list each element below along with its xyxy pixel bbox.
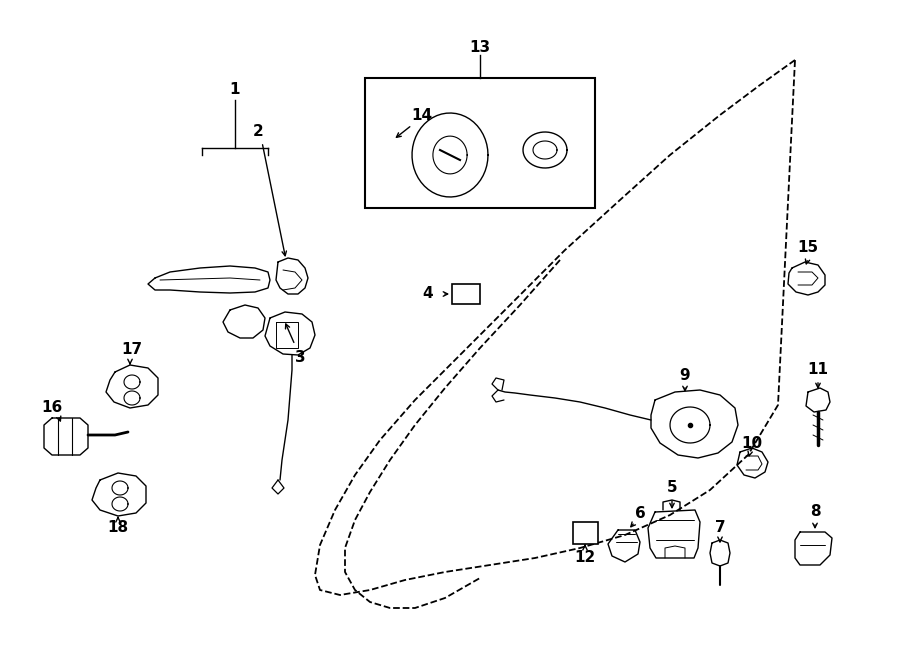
Text: 11: 11 <box>807 362 829 377</box>
Bar <box>365 78 595 208</box>
Text: 1: 1 <box>230 83 240 98</box>
Text: 12: 12 <box>574 551 596 566</box>
Text: 16: 16 <box>41 399 63 414</box>
Text: 7: 7 <box>715 520 725 535</box>
Text: 8: 8 <box>810 504 820 520</box>
Text: 14: 14 <box>411 108 433 122</box>
Text: 3: 3 <box>294 350 305 366</box>
Bar <box>573 522 598 544</box>
Text: 17: 17 <box>122 342 142 358</box>
Text: 9: 9 <box>680 368 690 383</box>
Text: 15: 15 <box>797 241 819 256</box>
Text: 5: 5 <box>667 481 678 496</box>
Text: 18: 18 <box>107 520 129 535</box>
Text: 2: 2 <box>253 124 264 139</box>
Bar <box>452 284 480 304</box>
Text: 4: 4 <box>423 286 433 301</box>
Text: 13: 13 <box>470 40 490 54</box>
Text: 6: 6 <box>634 506 645 520</box>
Text: 10: 10 <box>742 436 762 451</box>
